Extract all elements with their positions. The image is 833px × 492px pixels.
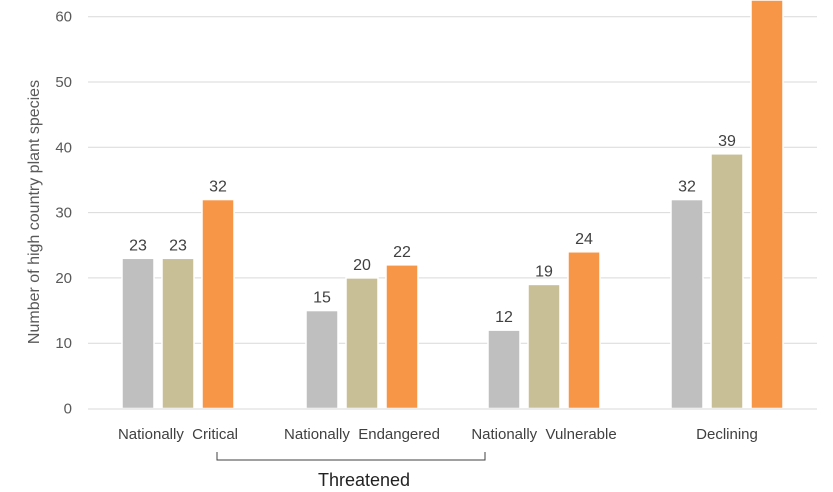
bar <box>121 257 155 410</box>
y-tick-labels: 0 10 20 30 40 50 60 <box>55 9 72 418</box>
category-label: Nationally Vulnerable <box>471 426 616 443</box>
data-label: 23 <box>169 237 187 254</box>
y-tick-label: 0 <box>64 401 72 418</box>
y-tick-label: 10 <box>55 335 72 352</box>
threatened-bracket <box>216 452 486 461</box>
data-label: 15 <box>313 290 331 307</box>
y-tick-label: 40 <box>55 139 72 156</box>
data-label: 12 <box>495 309 513 326</box>
data-label: 39 <box>718 133 736 150</box>
data-label: 32 <box>678 179 696 196</box>
data-label: 32 <box>209 179 227 196</box>
y-tick-label: 50 <box>55 74 72 91</box>
bar <box>201 198 235 410</box>
data-label: 22 <box>393 244 411 261</box>
y-axis-label: Number of high country plant species <box>26 80 43 344</box>
data-label: 23 <box>129 237 147 254</box>
y-tick-label: 30 <box>55 205 72 222</box>
bar <box>670 198 704 410</box>
data-labels: 23 23 32 15 20 22 12 19 24 32 39 <box>129 133 736 326</box>
category-label: Nationally Critical <box>118 426 238 443</box>
bars <box>121 0 784 410</box>
bar <box>750 0 784 410</box>
data-label: 19 <box>535 263 553 280</box>
bar <box>527 283 561 410</box>
y-tick-label: 20 <box>55 270 72 287</box>
y-tick-label: 60 <box>55 9 72 26</box>
bar <box>487 329 521 410</box>
bar <box>385 264 419 410</box>
bar <box>567 251 601 410</box>
bar <box>161 257 195 410</box>
category-label: Nationally Endangered <box>284 426 440 443</box>
data-label: 24 <box>575 231 593 248</box>
category-label: Declining <box>696 426 758 443</box>
threatened-label: Threatened <box>318 470 410 490</box>
bar <box>305 309 339 410</box>
category-labels: Nationally Critical Nationally Endangered… <box>118 426 758 443</box>
data-label: 20 <box>353 257 371 274</box>
gridlines <box>88 16 817 344</box>
bar <box>710 153 744 410</box>
bar <box>345 277 379 410</box>
